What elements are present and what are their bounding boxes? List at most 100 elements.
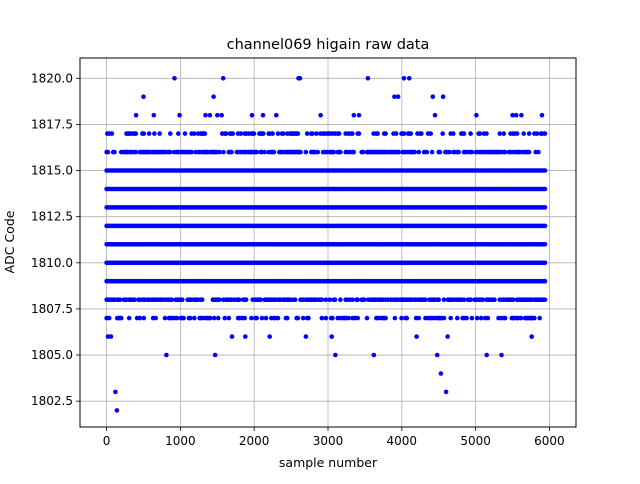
data-point [271,149,277,155]
data-point [461,131,467,136]
data-point [295,131,301,136]
data-point [174,315,180,321]
data-point [323,315,329,321]
data-point [432,112,438,118]
data-point [199,297,205,303]
data-point [222,315,228,321]
data-point [477,131,483,136]
data-point [182,131,188,136]
data-point [399,315,404,321]
data-point [217,149,222,155]
data-point [237,297,242,303]
data-point [223,131,229,136]
data-point [416,315,422,321]
data-point [275,315,281,321]
data-point [513,112,519,118]
data-point [502,149,508,155]
data-point [430,94,436,99]
data-point [177,112,182,118]
chart-title: channel069 higain raw data [227,37,430,53]
data-point [336,131,342,136]
data-point [392,94,397,99]
data-point [243,297,249,303]
data-point [451,131,456,136]
data-point [423,297,428,303]
data-point [355,297,361,303]
data-point [226,315,232,321]
data-point [141,131,147,136]
data-point [346,315,351,321]
data-point [262,149,268,155]
data-point [318,112,323,118]
data-point [440,94,446,99]
data-point [168,149,173,155]
data-point [323,297,329,303]
data-point [526,149,532,155]
data-point [526,131,532,136]
data-point [153,315,158,321]
data-point [249,315,254,321]
data-point [502,315,508,321]
data-point [412,149,418,155]
data-point [468,297,473,303]
data-point [243,334,248,339]
data-point [365,76,371,81]
data-point [285,315,290,321]
data-point [404,315,410,321]
data-point [306,315,311,321]
data-point [424,149,430,155]
data-point [304,131,310,136]
data-point [162,315,168,321]
data-point [536,149,541,155]
data-point [448,315,454,321]
data-point [542,223,548,229]
data-point [501,131,507,136]
data-point [133,131,139,136]
data-point [371,352,377,358]
data-point [474,315,480,321]
data-point [230,131,236,136]
data-point [383,315,388,321]
data-point [251,131,257,136]
x-tick-label: 0 [103,434,111,448]
y-tick-label: 1805.0 [31,348,73,362]
data-point [297,76,303,81]
data-point [274,112,279,118]
data-point [207,112,213,118]
data-point [441,297,447,303]
data-point [532,315,537,321]
data-point [281,131,286,136]
data-point [350,131,355,136]
data-point [270,131,275,136]
data-point [434,352,440,358]
data-point [510,297,516,303]
data-point [542,131,548,136]
data-point [220,76,226,81]
data-point [108,334,114,339]
data-point [455,315,460,321]
y-tick-label: 1810.0 [31,256,73,270]
data-point [438,371,444,376]
data-point [478,315,484,321]
data-point [401,131,407,136]
data-point [207,315,213,321]
data-point [258,297,264,303]
data-point [168,131,173,136]
data-point [112,149,117,155]
x-axis-label: sample number [279,455,378,470]
data-point [408,131,414,136]
y-tick-label: 1817.5 [31,117,73,131]
data-point [441,315,447,321]
data-point [537,315,542,321]
data-point [229,334,235,339]
data-point [350,297,355,303]
data-point [327,297,333,303]
data-point [539,112,545,118]
data-point [117,297,123,303]
y-tick-label: 1815.0 [31,164,73,178]
data-point [105,131,110,136]
data-point [217,297,222,303]
data-point [181,315,186,321]
